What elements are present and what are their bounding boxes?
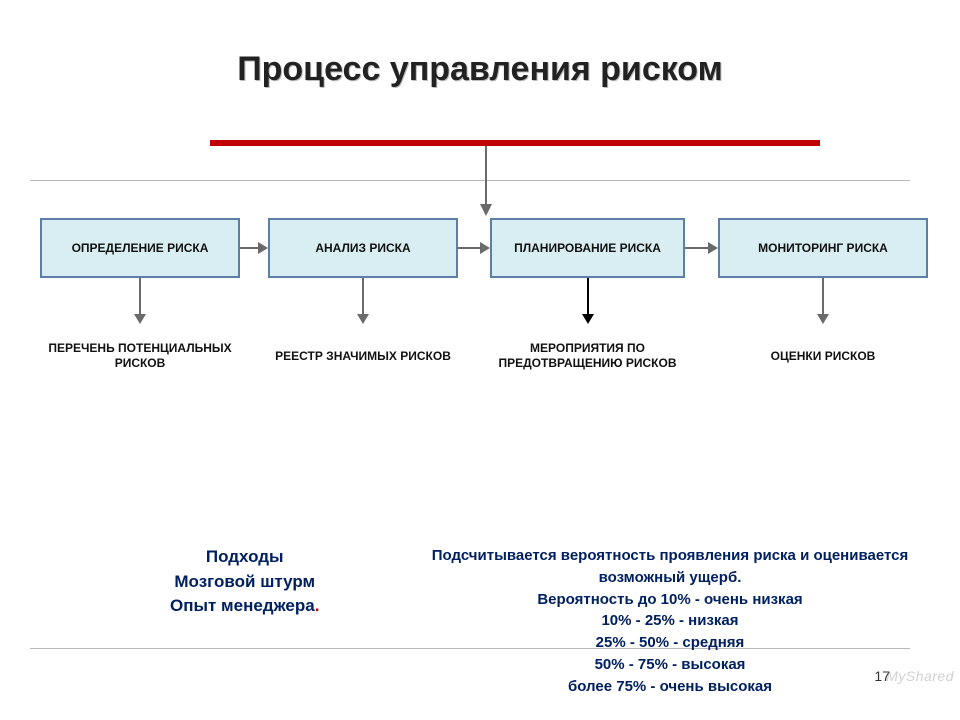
v-arrow-1 (355, 278, 371, 324)
approaches-block: Подходы Мозговой штурм Опыт менеджера. (170, 545, 319, 619)
probability-l2: 10% - 25% - низкая (430, 610, 910, 632)
probability-block: Подсчитывается вероятность проявления ри… (430, 545, 910, 697)
arrow-bar-down (478, 146, 494, 218)
divider-top (30, 180, 910, 181)
v-arrow-0 (132, 278, 148, 324)
slide-title: Процесс управления риском (0, 50, 960, 89)
probability-l3: 25% - 50% - средняя (430, 632, 910, 654)
h-arrow-1 (458, 240, 490, 256)
watermark: MyShared (886, 668, 954, 684)
approaches-line2: Опыт менеджера. (170, 594, 319, 619)
process-box-1: АНАЛИЗ РИСКА (268, 218, 458, 278)
approaches-dot: . (315, 596, 320, 615)
v-arrow-2 (580, 278, 596, 324)
approaches-line1: Мозговой штурм (170, 570, 319, 595)
process-box-2: ПЛАНИРОВАНИЕ РИСКА (490, 218, 685, 278)
probability-p1: Подсчитывается вероятность проявления ри… (430, 545, 910, 589)
output-doc-2: МЕРОПРИЯТИЯ ПО ПРЕДОТВРАЩЕНИЮ РИСКОВ (490, 324, 685, 396)
probability-l5: более 75% - очень высокая (430, 676, 910, 698)
approaches-heading: Подходы (170, 545, 319, 570)
swirl-maroon (35, 270, 275, 570)
h-arrow-2 (685, 240, 718, 256)
output-doc-3: ОЦЕНКИ РИСКОВ (718, 324, 928, 396)
process-box-3: МОНИТОРИНГ РИСКА (718, 218, 928, 278)
v-arrow-3 (815, 278, 831, 324)
approaches-line2-text: Опыт менеджера (170, 596, 315, 615)
output-doc-0: ПЕРЕЧЕНЬ ПОТЕНЦИАЛЬНЫХ РИСКОВ (40, 324, 240, 396)
process-box-0: ОПРЕДЕЛЕНИЕ РИСКА (40, 218, 240, 278)
output-doc-1: РЕЕСТР ЗНАЧИМЫХ РИСКОВ (268, 324, 458, 396)
red-accent-bar (210, 140, 820, 146)
probability-l1: Вероятность до 10% - очень низкая (430, 589, 910, 611)
h-arrow-0 (240, 240, 268, 256)
probability-l4: 50% - 75% - высокая (430, 654, 910, 676)
